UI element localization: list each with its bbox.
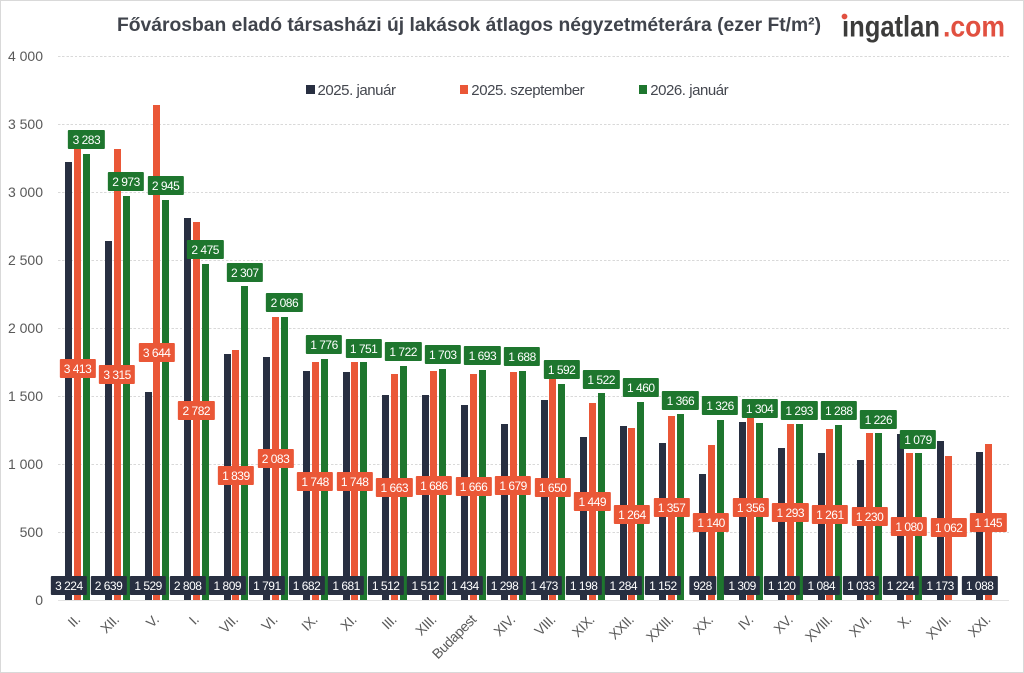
svg-text:.com: .com (943, 11, 1005, 44)
svg-text:ıngatlan: ıngatlan (842, 11, 940, 44)
